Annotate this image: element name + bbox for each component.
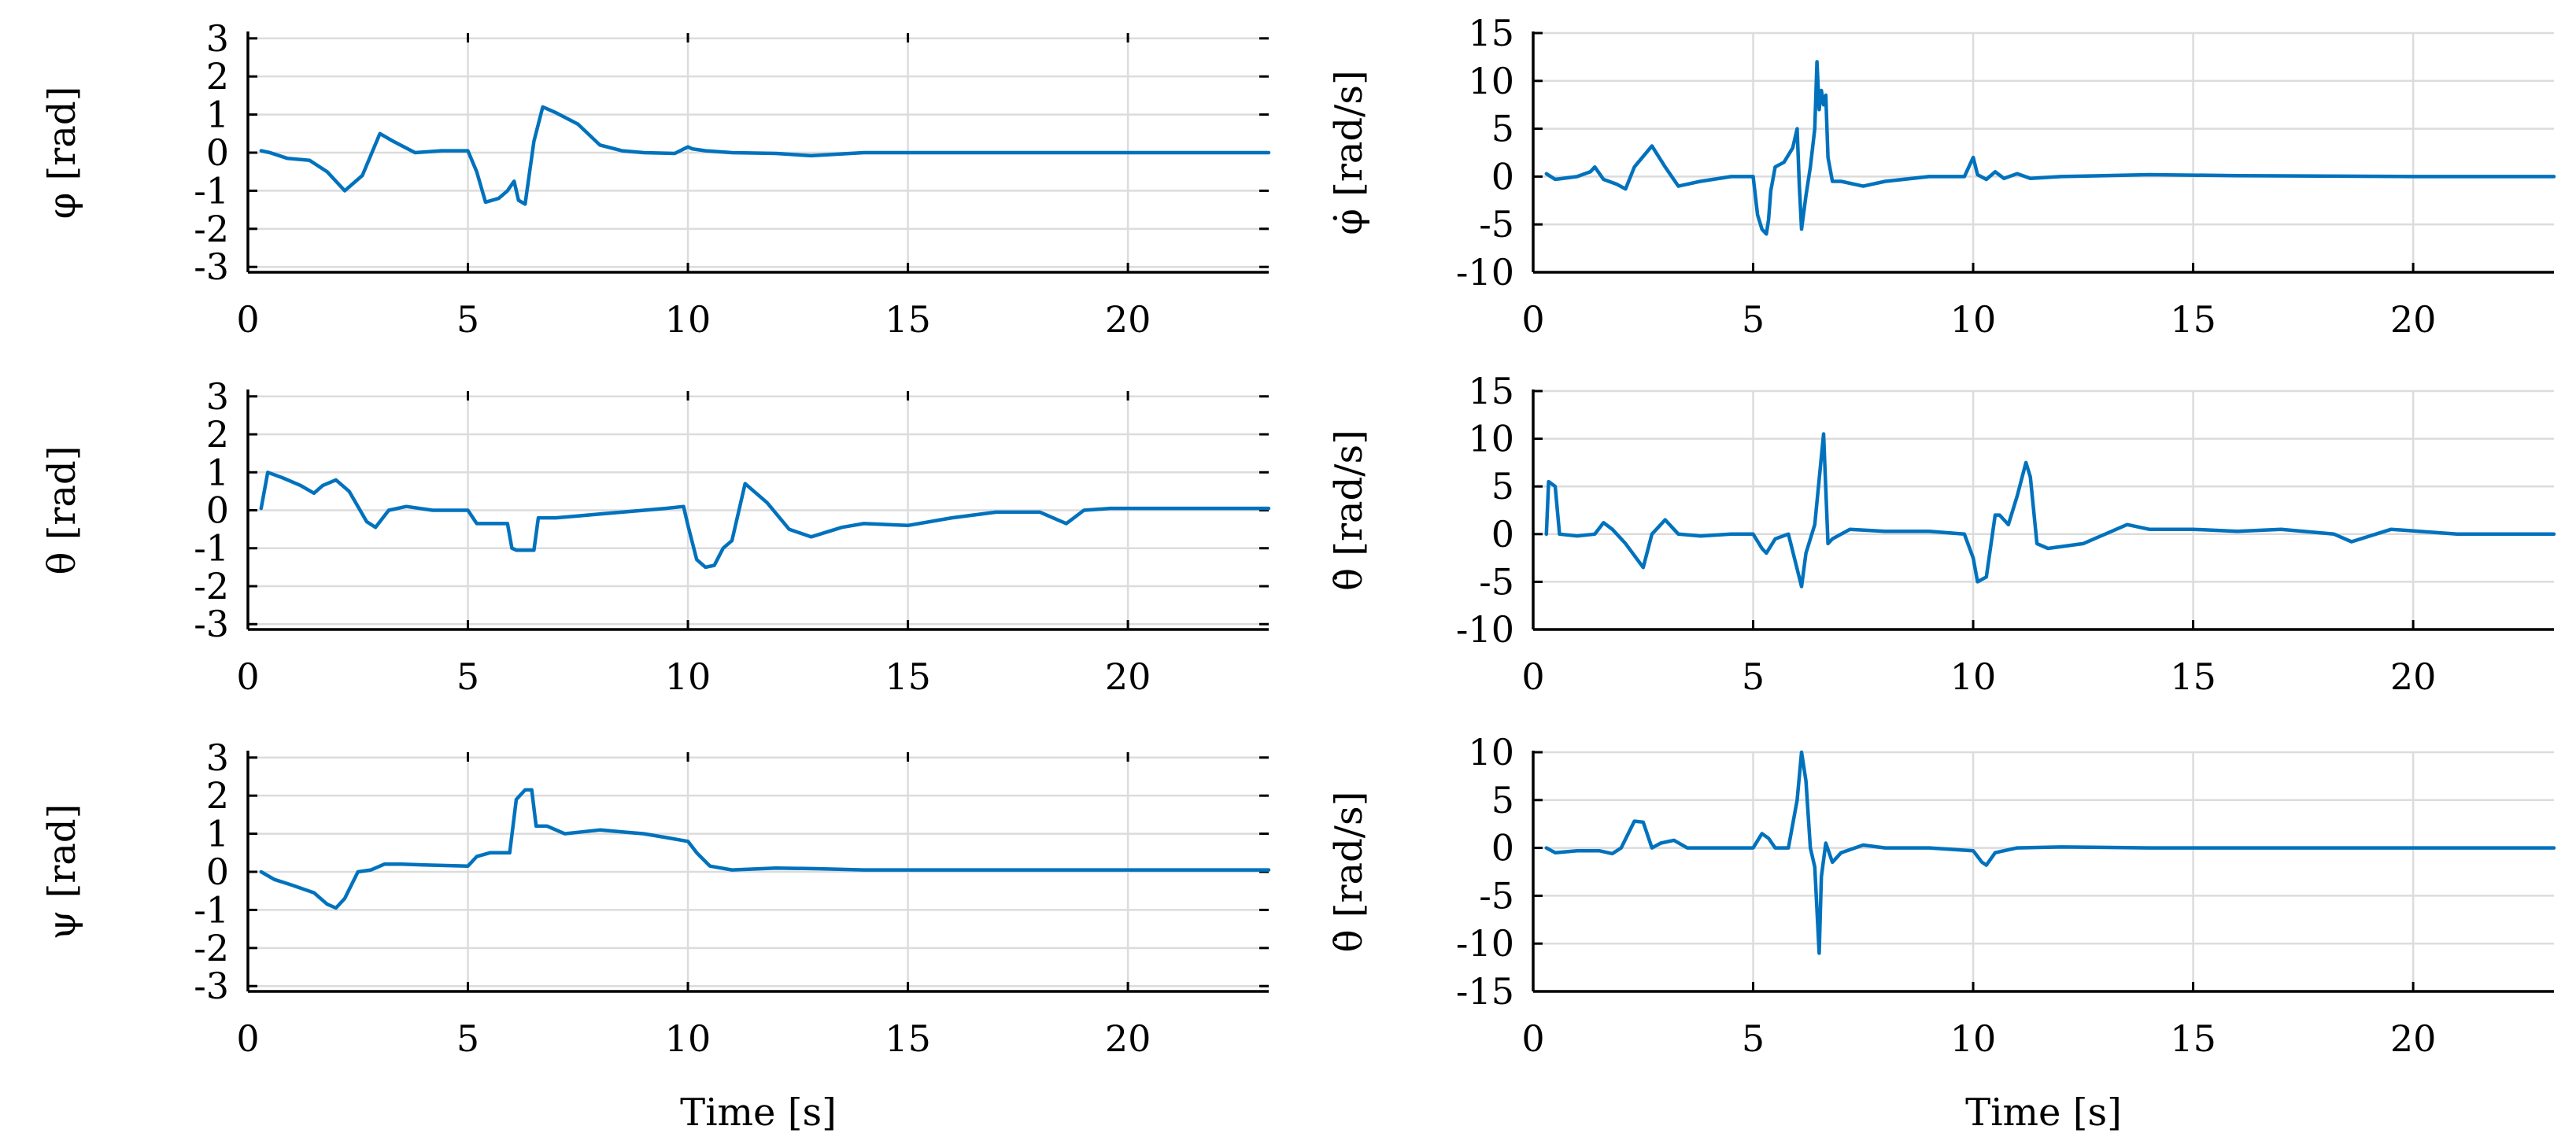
y-axis-label: ψ [rad]	[40, 804, 84, 940]
y-tick-label: 1	[206, 813, 229, 855]
y-tick-label: 2	[206, 774, 229, 817]
series-line	[1544, 432, 2556, 589]
y-tick-label: 1	[206, 451, 229, 493]
x-tick-label: 20	[1105, 1017, 1151, 1060]
series-line	[259, 471, 1271, 570]
x-tick-label: 10	[665, 655, 711, 698]
y-tick-label: 0	[206, 851, 229, 893]
series-line	[1544, 750, 2556, 955]
y-axis-label: θ̇ [rad/s]	[1327, 430, 1371, 591]
y-axis-label: φ̇ [rad/s]	[1327, 70, 1371, 234]
x-tick-label: 15	[885, 655, 931, 698]
x-tick-label: 5	[456, 1017, 479, 1060]
x-tick-label: 0	[236, 298, 259, 341]
y-tick-label: 2	[206, 413, 229, 456]
x-tick-label: 20	[2390, 1017, 2437, 1060]
y-tick-label: 10	[1468, 60, 1514, 102]
series-line	[259, 105, 1271, 206]
y-tick-label: 0	[1491, 513, 1514, 556]
y-axis-label: φ [rad]	[40, 87, 84, 220]
x-tick-label: 0	[1521, 1017, 1544, 1060]
x-tick-label: 10	[1950, 655, 1997, 698]
y-tick-label: -2	[194, 208, 229, 250]
x-tick-label: 0	[1521, 298, 1544, 341]
series-line	[1544, 60, 2556, 236]
x-tick-label: 5	[1742, 655, 1765, 698]
y-tick-label: 5	[1491, 779, 1514, 821]
x-tick-label: 15	[885, 298, 931, 341]
x-tick-label: 10	[1950, 298, 1997, 341]
x-tick-label: 10	[665, 1017, 711, 1060]
x-tick-label: 15	[2170, 655, 2216, 698]
y-tick-label: 3	[206, 17, 229, 60]
y-tick-label: -1	[194, 888, 229, 931]
y-tick-label: 0	[206, 489, 229, 532]
y-tick-label: 0	[1491, 155, 1514, 197]
y-tick-label: -3	[194, 245, 229, 288]
y-tick-label: 15	[1468, 12, 1514, 54]
y-tick-label: -1	[194, 169, 229, 212]
x-tick-label: 20	[2390, 298, 2437, 341]
y-tick-label: -3	[194, 965, 229, 1007]
x-tick-label: 15	[885, 1017, 931, 1060]
y-tick-label: -10	[1456, 251, 1514, 293]
x-tick-label: 0	[1521, 655, 1544, 698]
y-tick-label: -1	[194, 527, 229, 570]
x-tick-label: 5	[456, 655, 479, 698]
x-tick-label: 10	[665, 298, 711, 341]
x-tick-label: 0	[236, 1017, 259, 1060]
x-tick-label: 20	[1105, 298, 1151, 341]
y-tick-label: 0	[206, 131, 229, 174]
x-tick-label: 20	[1105, 655, 1151, 698]
y-tick-label: 3	[206, 736, 229, 779]
y-tick-label: 10	[1468, 731, 1514, 773]
x-tick-label: 0	[236, 655, 259, 698]
x-axis-label: Time [s]	[680, 1091, 837, 1135]
y-tick-label: -3	[194, 603, 229, 645]
x-tick-label: 20	[2390, 655, 2437, 698]
y-axis-label: θ [rad]	[40, 446, 84, 575]
y-tick-label: -5	[1479, 203, 1514, 245]
y-tick-label: 10	[1468, 418, 1514, 460]
x-tick-label: 15	[2170, 298, 2216, 341]
y-axis-label: θ̇ [rad/s]	[1327, 792, 1371, 953]
x-tick-label: 5	[1742, 298, 1765, 341]
y-tick-label: -2	[194, 927, 229, 969]
series-line	[259, 788, 1271, 910]
y-tick-label: -5	[1479, 560, 1514, 603]
x-tick-label: 15	[2170, 1017, 2216, 1060]
y-tick-label: -10	[1456, 922, 1514, 965]
y-tick-label: 5	[1491, 465, 1514, 508]
y-tick-label: -15	[1456, 970, 1514, 1013]
x-tick-label: 10	[1950, 1017, 1997, 1060]
y-tick-label: -5	[1479, 874, 1514, 917]
y-tick-label: 5	[1491, 108, 1514, 150]
y-tick-label: 2	[206, 55, 229, 98]
x-tick-label: 5	[456, 298, 479, 341]
x-axis-label: Time [s]	[1965, 1091, 2122, 1135]
y-tick-label: -10	[1456, 608, 1514, 651]
y-tick-label: 15	[1468, 370, 1514, 412]
y-tick-label: -2	[194, 565, 229, 607]
y-tick-label: 3	[206, 375, 229, 418]
y-tick-label: 0	[1491, 827, 1514, 869]
x-tick-label: 5	[1742, 1017, 1765, 1060]
y-tick-label: 1	[206, 94, 229, 136]
